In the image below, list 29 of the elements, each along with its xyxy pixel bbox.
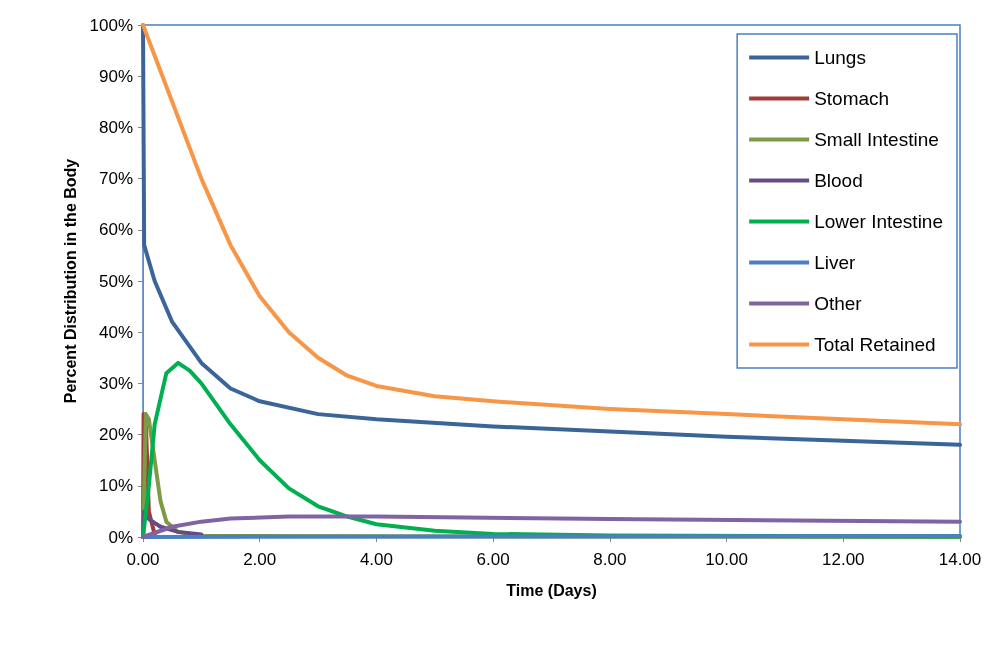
x-tick-label: 8.00 [593, 550, 627, 569]
legend-label: Blood [814, 170, 863, 191]
x-tick-label: 2.00 [243, 550, 277, 569]
y-tick-label: 60% [98, 220, 133, 240]
x-tick-label: 14.00 [938, 550, 982, 569]
legend-label: Other [814, 293, 863, 314]
x-tick-label: 6.00 [476, 550, 510, 569]
y-tick-label: 0% [108, 527, 133, 547]
y-axis-title: Percent Distribution in the Body [62, 158, 80, 404]
legend-label: Total Retained [814, 334, 936, 355]
y-tick-label: 50% [98, 271, 133, 291]
legend-label: Small Intestine [814, 129, 939, 150]
legend-label: Lungs [814, 47, 866, 68]
y-tick-label: 80% [98, 117, 133, 137]
legend-label: Liver [814, 252, 856, 273]
y-tick-label: 70% [98, 169, 133, 189]
x-tick-label: 12.00 [822, 550, 865, 569]
x-tick-label: 10.00 [705, 550, 748, 569]
legend-label: Stomach [814, 88, 890, 109]
x-tick-label: 0.00 [126, 550, 160, 569]
legend-label: Lower Intestine [814, 211, 944, 232]
y-tick-label: 20% [98, 425, 133, 445]
x-axis-title: Time (Days) [506, 581, 597, 599]
y-tick-label: 30% [98, 373, 133, 393]
y-tick-label: 40% [98, 322, 133, 342]
y-tick-label: 100% [89, 15, 133, 35]
x-tick-label: 4.00 [359, 550, 393, 569]
y-tick-label: 90% [98, 66, 133, 86]
y-tick-label: 10% [98, 476, 133, 496]
